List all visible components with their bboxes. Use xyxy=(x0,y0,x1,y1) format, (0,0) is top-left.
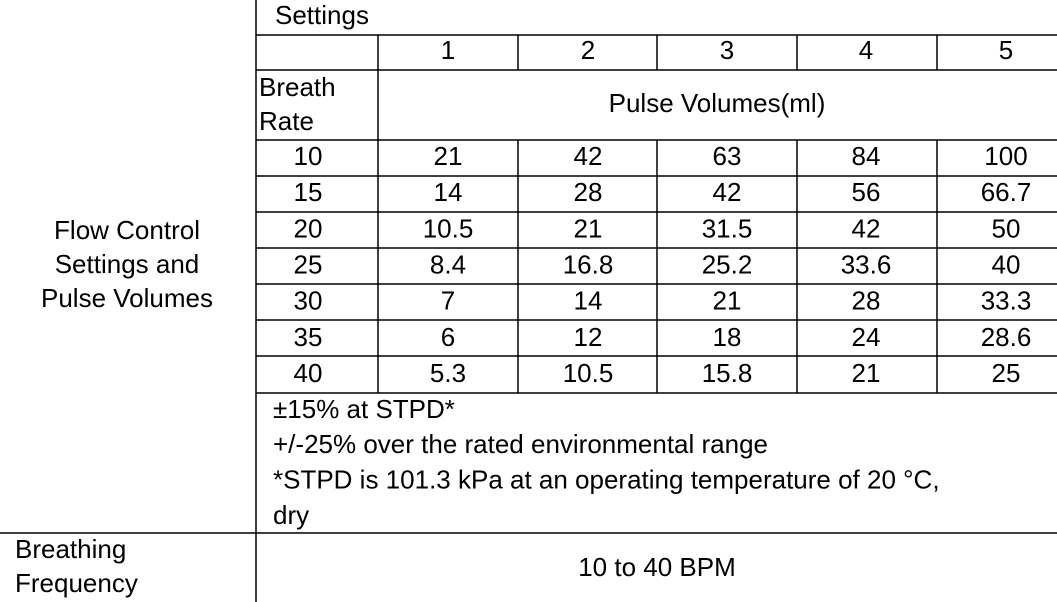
pulse-volume: 33.6 xyxy=(841,249,892,279)
pulse-volume: 14 xyxy=(434,177,463,207)
row-label: Settings and xyxy=(55,249,200,279)
breath-rate-header: Breath xyxy=(259,72,336,102)
breath-rate: 20 xyxy=(294,213,323,243)
note: *STPD is 101.3 kPa at an operating tempe… xyxy=(273,464,940,494)
pulse-volume: 31.5 xyxy=(702,213,753,243)
pulse-volume: 18 xyxy=(713,322,742,352)
pulse-volume: 24 xyxy=(852,322,881,352)
pulse-volume: 50 xyxy=(992,213,1021,243)
breathing-frequency-label: Breathing xyxy=(15,534,126,564)
pulse-volume: 10.5 xyxy=(563,358,614,388)
pulse-volume: 10.5 xyxy=(423,213,474,243)
pulse-volume: 42 xyxy=(852,213,881,243)
pulse-volume: 28.6 xyxy=(981,322,1032,352)
pulse-volume: 56 xyxy=(852,177,881,207)
pulse-volume: 21 xyxy=(434,141,463,171)
note: dry xyxy=(273,500,309,530)
setting-number: 4 xyxy=(859,35,873,65)
setting-number: 5 xyxy=(999,35,1013,65)
pulse-volume: 16.8 xyxy=(563,249,614,279)
pulse-volume: 25 xyxy=(992,358,1021,388)
pulse-volume: 8.4 xyxy=(430,249,466,279)
note: ±15% at STPD* xyxy=(273,394,455,424)
pulse-volume: 14 xyxy=(574,286,603,316)
pulse-volume: 42 xyxy=(713,177,742,207)
breath-rate: 35 xyxy=(294,322,323,352)
pulse-volume: 100 xyxy=(984,141,1027,171)
breath-rate: 25 xyxy=(294,249,323,279)
pulse-volume: 28 xyxy=(574,177,603,207)
pulse-volume: 15.8 xyxy=(702,358,753,388)
pulse-volume: 63 xyxy=(713,141,742,171)
pulse-volume: 84 xyxy=(852,141,881,171)
pulse-volume: 42 xyxy=(574,141,603,171)
pulse-volume: 21 xyxy=(574,213,603,243)
pulse-volume: 33.3 xyxy=(981,286,1032,316)
pulse-volume: 12 xyxy=(574,322,603,352)
pulse-volume: 7 xyxy=(441,286,455,316)
pulse-volume: 66.7 xyxy=(981,177,1032,207)
pulse-volume: 21 xyxy=(852,358,881,388)
breath-rate: 15 xyxy=(294,177,323,207)
setting-number: 3 xyxy=(720,35,734,65)
pulse-volumes-header: Pulse Volumes(ml) xyxy=(609,88,826,118)
breathing-frequency-value: 10 to 40 BPM xyxy=(578,552,736,582)
setting-number: 2 xyxy=(581,35,595,65)
pulse-volume: 25.2 xyxy=(702,249,753,279)
settings-header: Settings xyxy=(275,0,369,30)
breath-rate: 40 xyxy=(294,358,323,388)
note: +/-25% over the rated environmental rang… xyxy=(273,429,768,459)
pulse-volume: 40 xyxy=(992,249,1021,279)
setting-number: 1 xyxy=(441,35,455,65)
breath-rate: 30 xyxy=(294,286,323,316)
row-label: Pulse Volumes xyxy=(41,283,213,313)
pulse-volume: 6 xyxy=(441,322,455,352)
breath-rate-header: Rate xyxy=(259,106,314,136)
breathing-frequency-label: Frequency xyxy=(15,568,138,598)
pulse-volume: 28 xyxy=(852,286,881,316)
pulse-volume: 5.3 xyxy=(430,358,466,388)
pulse-volume: 21 xyxy=(713,286,742,316)
row-label: Flow Control xyxy=(54,215,200,245)
breath-rate: 10 xyxy=(294,141,323,171)
